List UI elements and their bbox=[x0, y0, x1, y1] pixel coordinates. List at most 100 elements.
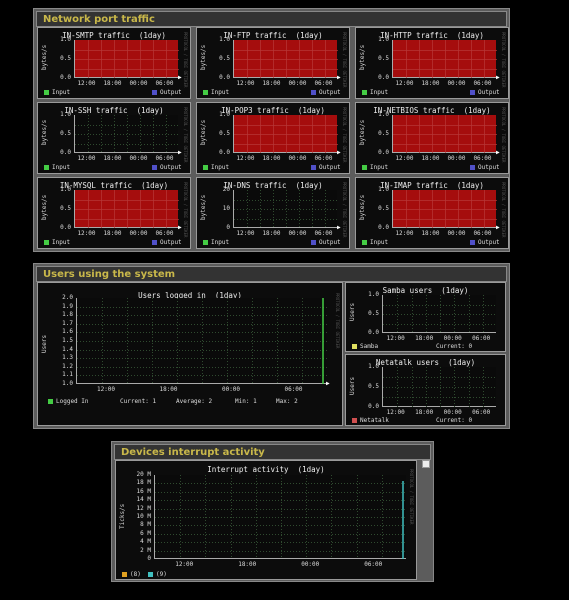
y-tick-label: 0.0 bbox=[378, 224, 389, 231]
x-tick-label: 18:00 bbox=[262, 80, 281, 87]
x-tick-label: 06:00 bbox=[314, 155, 333, 162]
y-tick-label: 12 M bbox=[136, 504, 151, 512]
graph-title: IN-MYSQL traffic (1day) bbox=[59, 181, 169, 190]
legend-label: Input bbox=[52, 89, 71, 96]
legend-swatch bbox=[48, 399, 53, 404]
legend-swatch bbox=[203, 240, 208, 245]
network-graph-in-http[interactable]: IN-HTTP traffic (1day) bytes/s ▶ PROTOCOL /… bbox=[355, 27, 509, 99]
y-tick-label: 0.0 bbox=[219, 74, 230, 81]
y-tick-label: 0.0 bbox=[60, 149, 71, 156]
y-tick-label: 18 M bbox=[136, 479, 151, 487]
x-tick-label: 12:00 bbox=[77, 230, 96, 237]
legend-input: Input bbox=[203, 164, 229, 171]
network-graph-in-ftp[interactable]: IN-FTP traffic (1day) bytes/s ▶ PROTOCOL / … bbox=[196, 27, 350, 99]
plot-area bbox=[74, 40, 179, 78]
y-tick-label: 0.5 bbox=[378, 55, 389, 62]
y-tick-label: 4 M bbox=[140, 538, 151, 546]
plot-area bbox=[233, 190, 338, 228]
side-credit: PROTOCOL / TOBI OETIKER bbox=[409, 469, 414, 525]
legend-logged-in: Logged In bbox=[48, 398, 89, 405]
y-tick-label: 1.0 bbox=[378, 36, 389, 43]
x-tick-label: 00:00 bbox=[447, 80, 466, 87]
y-tick-label: 0.5 bbox=[368, 310, 379, 317]
x-tick-label: 18:00 bbox=[103, 230, 122, 237]
side-credit: PROTOCOL / TOBI OETIKER bbox=[183, 32, 188, 88]
devices-header: Devices interrupt activity bbox=[114, 444, 431, 460]
legend-swatch bbox=[44, 240, 49, 245]
devices-panel: Devices interrupt activity Interrupt act… bbox=[111, 441, 434, 582]
y-tick-label: 1.0 bbox=[60, 186, 71, 193]
legend-label: Output bbox=[478, 164, 500, 171]
x-tick-label: 12:00 bbox=[395, 80, 414, 87]
side-credit: PROTOCOL / TOBI OETIKER bbox=[501, 107, 506, 163]
x-tick-label: 06:00 bbox=[314, 80, 333, 87]
users-logged-in-graph[interactable]: Users logged in (1day) Users 2.0 1.9 1.8 1.… bbox=[37, 282, 343, 426]
plot-area bbox=[74, 190, 179, 228]
y-tick-label: 6 M bbox=[140, 529, 151, 537]
x-tick-label: 18:00 bbox=[262, 230, 281, 237]
legend-swatch bbox=[44, 165, 49, 170]
netatalk-users-graph[interactable]: Netatalk users (1day) Users 1.0 0.5 0.0 12:… bbox=[345, 354, 506, 426]
x-tick-label: 06:00 bbox=[473, 230, 492, 237]
plot-area bbox=[76, 298, 327, 384]
legend-output: Output bbox=[470, 239, 500, 246]
y-tick-label: 0 bbox=[147, 555, 151, 562]
y-tick-label: 20 bbox=[222, 186, 230, 193]
x-tick-label: 00:00 bbox=[447, 230, 466, 237]
y-axis-label: Ticks/s bbox=[119, 503, 126, 529]
x-tick-label: 06:00 bbox=[155, 230, 174, 237]
graph-title: IN-HTTP traffic (1day) bbox=[380, 31, 484, 40]
graph-title: IN-IMAP traffic (1day) bbox=[380, 181, 484, 190]
network-graph-in-imap[interactable]: IN-IMAP traffic (1day) bytes/s ▶ PROTOCOL /… bbox=[355, 177, 509, 249]
legend-swatch bbox=[362, 90, 367, 95]
network-traffic-header: Network port traffic bbox=[36, 11, 507, 27]
plot-area bbox=[392, 115, 497, 153]
legend-swatch bbox=[311, 165, 316, 170]
legend-input: Input bbox=[362, 164, 388, 171]
x-tick-label: 00:00 bbox=[288, 80, 307, 87]
x-tick-label: 00:00 bbox=[447, 155, 466, 162]
legend-irq9: (9) bbox=[148, 571, 167, 578]
network-graph-in-smtp[interactable]: IN-SMTP traffic (1day) bytes/s ▶ PROTOCOL /… bbox=[37, 27, 191, 99]
x-tick-label: 00:00 bbox=[129, 80, 148, 87]
legend-swatch bbox=[148, 572, 153, 577]
x-axis-arrow: ▶ bbox=[337, 74, 341, 81]
legend-label: Output bbox=[160, 239, 182, 246]
samba-users-graph[interactable]: Samba users (1day) Users 1.0 0.5 0.0 12:00 1… bbox=[345, 282, 506, 352]
y-tick-label: 0.0 bbox=[368, 403, 379, 410]
plot-area bbox=[74, 115, 179, 153]
plot-area bbox=[392, 40, 497, 78]
y-tick-label: 1.4 bbox=[62, 345, 73, 353]
plot-area bbox=[392, 190, 497, 228]
netatalk-current: Current: 0 bbox=[436, 417, 472, 424]
network-graph-in-mysql[interactable]: IN-MYSQL traffic (1day) bytes/s ▶ PROTOCOL … bbox=[37, 177, 191, 249]
x-tick-label: 12:00 bbox=[395, 230, 414, 237]
y-tick-label: 0.0 bbox=[60, 224, 71, 231]
legend-swatch bbox=[352, 418, 357, 423]
x-tick-label: 06:00 bbox=[314, 230, 333, 237]
stat-average: Average: 2 bbox=[176, 398, 212, 405]
graph-title: IN-FTP traffic (1day) bbox=[223, 31, 323, 40]
side-credit: PROTOCOL / TOBI OETIKER bbox=[342, 107, 347, 163]
network-graph-in-pop3[interactable]: IN-POP3 traffic (1day) bytes/s ▶ PROTOCOL /… bbox=[196, 102, 350, 174]
y-tick-label: 0 bbox=[226, 224, 230, 231]
legend-output: Output bbox=[311, 89, 341, 96]
x-tick-label: 18:00 bbox=[103, 155, 122, 162]
x-tick-label: 18:00 bbox=[421, 230, 440, 237]
x-tick-label: 12:00 bbox=[175, 561, 194, 568]
current-label: Current: bbox=[436, 417, 465, 424]
network-graph-in-netbios[interactable]: IN-NETBIOS traffic (1day) bytes/s ▶ PROTOCO… bbox=[355, 102, 509, 174]
x-tick-label: 12:00 bbox=[96, 386, 116, 393]
current-value: 0 bbox=[468, 343, 473, 350]
y-tick-label: 2.0 bbox=[62, 294, 73, 301]
current-value: 0 bbox=[468, 417, 473, 424]
x-tick-label: 18:00 bbox=[415, 335, 434, 342]
network-graph-in-dns[interactable]: IN-DNS traffic (1day) bytes/s ▶ PROTOCOL / … bbox=[196, 177, 350, 249]
x-tick-label: 06:00 bbox=[473, 80, 492, 87]
legend-label: Output bbox=[319, 164, 341, 171]
legend-label: Output bbox=[160, 89, 182, 96]
stat-max: Max: 2 bbox=[276, 398, 298, 405]
y-tick-label: 0.0 bbox=[378, 74, 389, 81]
interrupt-activity-graph[interactable]: Interrupt activity (1day) Ticks/s 20 M 18… bbox=[115, 460, 417, 580]
network-graph-in-ssh[interactable]: IN-SSH traffic (1day) bytes/s ▶ PROTOCOL / … bbox=[37, 102, 191, 174]
